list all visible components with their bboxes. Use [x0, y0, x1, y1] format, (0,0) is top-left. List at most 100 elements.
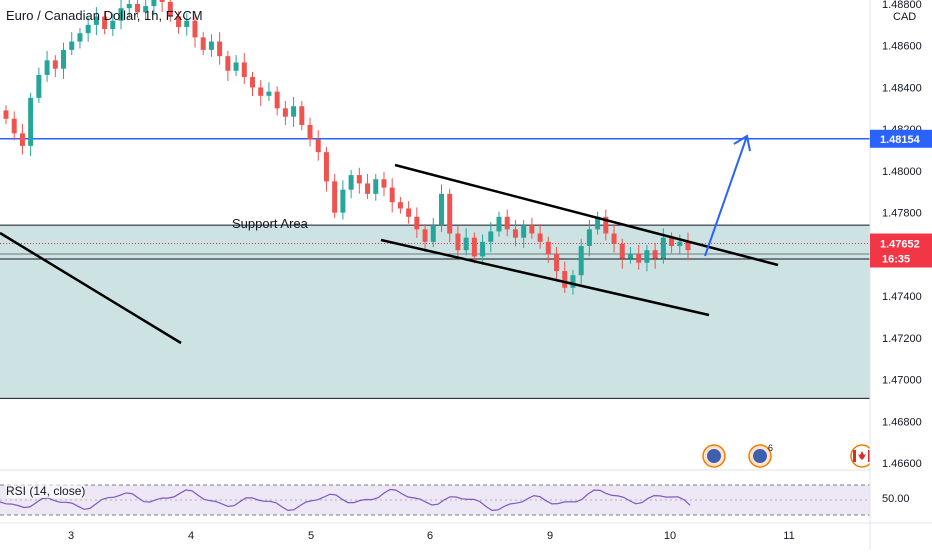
candle-body[interactable] — [93, 16, 99, 25]
candle-body[interactable] — [504, 216, 510, 230]
projection-arrow-shaft[interactable] — [704, 135, 748, 257]
candle-body[interactable] — [110, 20, 116, 30]
candle-body[interactable] — [586, 229, 592, 247]
time-tick-label: 11 — [783, 530, 794, 542]
candle-body[interactable] — [463, 237, 469, 251]
candle-body[interactable] — [11, 118, 17, 134]
candle-body[interactable] — [455, 233, 461, 251]
time-tick-label: 9 — [547, 530, 553, 542]
candle-body[interactable] — [340, 189, 346, 213]
candle-body[interactable] — [126, 4, 132, 9]
candle-body[interactable] — [184, 20, 190, 27]
candle-body[interactable] — [250, 77, 256, 88]
candle-body[interactable] — [677, 241, 683, 247]
candle-body[interactable] — [323, 152, 329, 182]
candle-body[interactable] — [102, 16, 108, 30]
candle-body[interactable] — [512, 229, 518, 238]
candle-body[interactable] — [488, 231, 494, 242]
candle-body[interactable] — [69, 41, 75, 50]
candle-body[interactable] — [496, 216, 502, 232]
candle-body[interactable] — [685, 241, 691, 251]
candle-body[interactable] — [52, 60, 58, 69]
candle-body[interactable] — [480, 241, 486, 257]
candle-body[interactable] — [669, 237, 675, 247]
candle-body[interactable] — [151, 0, 157, 7]
candle-body[interactable] — [143, 6, 149, 13]
candle-body[interactable] — [562, 271, 568, 288]
candle-body[interactable] — [348, 175, 354, 190]
candle-body[interactable] — [159, 0, 165, 2]
candle-body[interactable] — [167, 1, 173, 17]
candle-body[interactable] — [266, 91, 272, 96]
candle-body[interactable] — [134, 4, 140, 13]
candle-body[interactable] — [554, 254, 560, 272]
time-tick-label: 6 — [427, 530, 433, 542]
candle-body[interactable] — [652, 250, 658, 259]
channel-upper-line[interactable] — [394, 163, 779, 267]
candle-body[interactable] — [85, 24, 91, 34]
candle-body[interactable] — [447, 193, 453, 234]
candle-body[interactable] — [3, 110, 9, 119]
candle-body[interactable] — [471, 237, 477, 257]
candle-body[interactable] — [77, 33, 83, 42]
candle-body[interactable] — [570, 275, 576, 288]
rsi-line[interactable] — [0, 488, 691, 512]
candle-body[interactable] — [644, 250, 650, 263]
candle-body[interactable] — [627, 254, 633, 259]
candle-body[interactable] — [521, 225, 527, 238]
candle-body[interactable] — [225, 56, 231, 71]
candle-body[interactable] — [28, 97, 34, 146]
rsi-level-label: 50.00 — [882, 493, 910, 505]
candle-body[interactable] — [611, 233, 617, 244]
candle-body[interactable] — [307, 125, 313, 140]
rsi-indicator-label[interactable]: RSI (14, close) — [6, 484, 86, 498]
candle-body[interactable] — [299, 106, 305, 126]
candle-body[interactable] — [422, 229, 428, 242]
candle-body[interactable] — [315, 139, 321, 153]
candle-body[interactable] — [192, 20, 198, 38]
candle-body[interactable] — [438, 193, 444, 226]
candle-body[interactable] — [291, 106, 297, 117]
target-price-tag[interactable] — [870, 129, 932, 148]
candle-body[interactable] — [414, 216, 420, 230]
candle-body[interactable] — [176, 16, 182, 27]
candle-body[interactable] — [537, 233, 543, 242]
candle-body[interactable] — [619, 243, 625, 259]
candle-body[interactable] — [578, 246, 584, 276]
candle-body[interactable] — [381, 179, 387, 188]
candle-body[interactable] — [217, 41, 223, 57]
current-price-tag[interactable] — [870, 233, 932, 268]
candle-body[interactable] — [389, 187, 395, 203]
candle-body[interactable] — [36, 74, 42, 98]
candle-body[interactable] — [430, 225, 436, 242]
candle-body[interactable] — [118, 8, 124, 21]
candle-body[interactable] — [406, 208, 412, 217]
candle-body[interactable] — [529, 225, 535, 234]
downtrend-line-left[interactable] — [0, 231, 182, 345]
candle-body[interactable] — [545, 241, 551, 255]
symbol-title: Euro / Canadian Dollar, 1h, FXCM — [6, 8, 203, 23]
candle-body[interactable] — [274, 91, 280, 109]
candle-body[interactable] — [332, 181, 338, 213]
candle-body[interactable] — [61, 49, 67, 69]
candle-body[interactable] — [636, 254, 642, 263]
candle-body[interactable] — [19, 133, 25, 146]
candle-body[interactable] — [233, 62, 239, 71]
candle-body[interactable] — [660, 237, 666, 259]
candle-body[interactable] — [241, 62, 247, 78]
candle-body[interactable] — [282, 108, 288, 117]
candle-body[interactable] — [208, 41, 214, 50]
price-tick-label: 1.46800 — [882, 416, 922, 428]
candle-body[interactable] — [365, 183, 371, 194]
channel-lower-line[interactable] — [380, 238, 710, 317]
candle-body[interactable] — [258, 87, 264, 96]
candle-body[interactable] — [603, 216, 609, 234]
candle-body[interactable] — [373, 179, 379, 194]
candle-body[interactable] — [200, 37, 206, 50]
candle-body[interactable] — [356, 175, 362, 184]
candle-body[interactable] — [44, 60, 50, 75]
candle-body[interactable] — [595, 216, 601, 230]
candle-body[interactable] — [397, 202, 403, 209]
